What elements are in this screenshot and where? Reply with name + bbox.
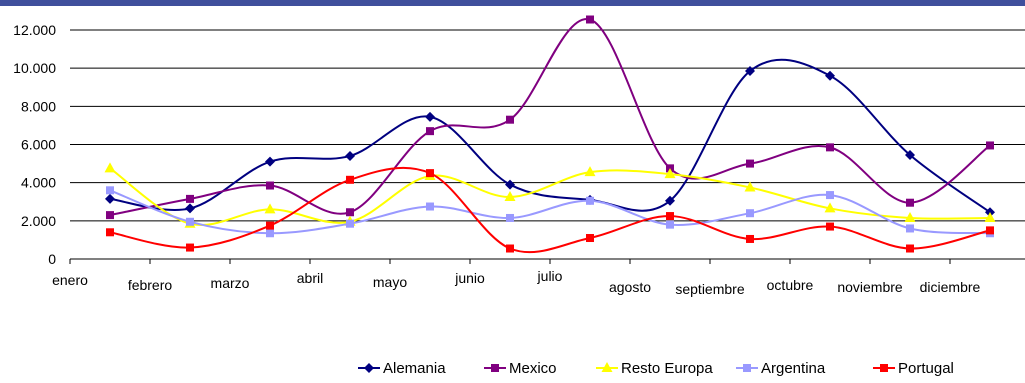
data-point-mexico (746, 159, 754, 168)
data-point-resto-europa (984, 211, 996, 222)
x-tick-label: diciembre (920, 279, 981, 295)
legend-label-mexico: Mexico (509, 360, 557, 377)
data-point-resto-europa (744, 181, 756, 192)
data-point-alemania (905, 149, 915, 160)
y-tick-label: 10.000 (13, 60, 56, 76)
legend-marker-portugal (880, 364, 888, 372)
data-point-argentina (426, 202, 434, 211)
data-point-argentina (346, 219, 354, 228)
data-point-alemania (505, 179, 515, 190)
data-point-mexico (426, 127, 434, 136)
data-point-argentina (106, 186, 114, 195)
legend-label-alemania: Alemania (383, 360, 446, 377)
data-point-mexico (266, 181, 274, 190)
x-tick-label: abril (297, 270, 323, 286)
legend-marker-mexico (491, 364, 499, 372)
legend-marker-argentina (743, 364, 751, 372)
data-point-mexico (586, 15, 594, 24)
data-point-resto-europa (264, 203, 276, 214)
data-point-mexico (186, 194, 194, 203)
top-border-bar (0, 0, 1025, 6)
data-point-portugal (666, 212, 674, 221)
y-tick-label: 6.000 (21, 137, 56, 153)
data-point-argentina (746, 209, 754, 218)
data-point-argentina (826, 191, 834, 200)
series-lines (104, 15, 996, 254)
data-point-mexico (986, 141, 994, 150)
data-point-mexico (826, 143, 834, 152)
legend-label-argentina: Argentina (761, 360, 826, 377)
data-point-mexico (506, 115, 514, 124)
data-point-argentina (186, 217, 194, 226)
data-point-resto-europa (904, 211, 916, 222)
legend-label-resto-europa: Resto Europa (621, 360, 713, 377)
data-point-mexico (346, 208, 354, 217)
x-tick-label: noviembre (837, 279, 903, 295)
legend: Alemania Mexico Resto Europa Argentina Portu… (358, 360, 954, 377)
data-point-alemania (265, 156, 275, 167)
y-tick-label: 0 (48, 251, 56, 267)
x-tick-label: julio (537, 268, 563, 284)
data-point-portugal (906, 244, 914, 253)
x-tick-label: mayo (373, 274, 407, 290)
data-point-resto-europa (664, 168, 676, 179)
data-point-resto-europa (584, 166, 596, 177)
x-tick-label: marzo (211, 275, 250, 291)
x-axis: enero febrero marzo abril mayo junio julio agos… (52, 259, 981, 297)
data-point-alemania (745, 66, 755, 77)
y-tick-label: 4.000 (21, 175, 56, 191)
y-tick-label: 8.000 (21, 98, 56, 114)
data-point-argentina (506, 213, 514, 222)
data-point-argentina (266, 229, 274, 238)
data-point-alemania (825, 70, 835, 81)
data-point-resto-europa (104, 162, 116, 173)
data-point-mexico (906, 198, 914, 207)
data-point-portugal (346, 175, 354, 184)
y-tick-label: 12.000 (13, 22, 56, 38)
data-point-resto-europa (824, 202, 836, 213)
data-point-alemania (105, 193, 115, 204)
x-tick-label: febrero (128, 277, 173, 293)
data-point-portugal (586, 234, 594, 243)
legend-marker-alemania (364, 363, 374, 373)
data-point-mexico (106, 211, 114, 220)
y-tick-label: 2.000 (21, 213, 56, 229)
data-point-portugal (426, 169, 434, 178)
data-point-alemania (425, 111, 435, 122)
data-point-portugal (106, 228, 114, 237)
data-point-argentina (586, 196, 594, 205)
legend-label-portugal: Portugal (898, 360, 954, 377)
data-point-alemania (185, 203, 195, 214)
x-tick-label: enero (52, 272, 88, 288)
legend-marker-resto-europa (601, 362, 613, 372)
data-point-portugal (186, 243, 194, 252)
x-tick-label: junio (454, 270, 485, 286)
data-point-argentina (666, 220, 674, 229)
data-point-argentina (906, 224, 914, 233)
x-tick-label: septiembre (675, 281, 744, 297)
y-axis: 0 2.000 4.000 6.000 8.000 10.000 12.000 (13, 22, 56, 267)
data-point-resto-europa (504, 190, 516, 201)
data-point-portugal (746, 234, 754, 243)
series-line-alemania (109, 58, 991, 214)
data-point-portugal (266, 221, 274, 230)
x-tick-label: agosto (609, 279, 651, 295)
data-point-alemania (665, 195, 675, 206)
data-point-portugal (826, 222, 834, 231)
data-point-portugal (986, 226, 994, 235)
series-line-portugal (109, 166, 991, 254)
data-point-portugal (506, 244, 514, 253)
x-tick-label: octubre (767, 277, 814, 293)
data-point-alemania (345, 150, 355, 161)
